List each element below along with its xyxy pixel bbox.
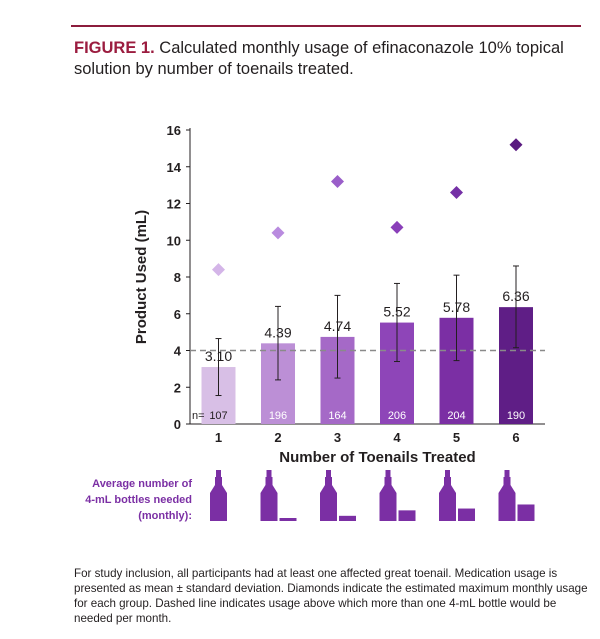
- bar-value-label: 5.78: [443, 299, 470, 315]
- x-tick-label: 4: [393, 430, 401, 445]
- n-count-label: 107: [209, 410, 227, 422]
- n-prefix-label: n=: [192, 410, 205, 422]
- y-tick-label: 0: [174, 417, 181, 432]
- bottle-icon: [498, 470, 516, 521]
- bottle-icon: [210, 470, 227, 521]
- max-usage-diamond: [331, 174, 344, 188]
- partial-bottle-icon: [339, 515, 356, 521]
- x-tick-label: 6: [512, 430, 519, 445]
- n-count-label: 164: [328, 410, 346, 422]
- y-tick-label: 2: [174, 380, 181, 395]
- figure-caption-text: Calculated monthly usage of efinaconazol…: [74, 39, 564, 78]
- bottles-label-line: (monthly):: [138, 510, 192, 522]
- bottle-icon: [260, 470, 278, 521]
- bar-value-label: 3.10: [205, 348, 232, 364]
- y-tick-label: 14: [167, 160, 182, 175]
- x-tick-label: 2: [274, 430, 281, 445]
- partial-bottle-icon: [398, 510, 416, 521]
- max-usage-diamond: [271, 226, 285, 240]
- y-tick-label: 16: [167, 123, 181, 138]
- x-axis-title: Number of Toenails Treated: [279, 449, 475, 466]
- bar-chart: 0 2 4 6 8 10 12 14 16 Product Used (mL) 3.10 107 1 4.…: [85, 123, 545, 522]
- y-tick-label: 4: [174, 344, 182, 359]
- partial-bottle-icon: [458, 508, 475, 521]
- bottle-icon: [439, 470, 456, 521]
- partial-bottle-icon: [517, 504, 535, 521]
- top-rule: [71, 25, 581, 27]
- bar-value-label: 4.39: [264, 324, 291, 340]
- y-tick-label: 12: [167, 197, 181, 212]
- n-count-label: 196: [269, 410, 287, 422]
- bottles-label-line: Average number of: [92, 478, 192, 490]
- bar-value-label: 4.74: [324, 318, 351, 334]
- n-count-label: 206: [388, 410, 406, 422]
- bottle-icon: [379, 470, 397, 521]
- x-tick-label: 1: [215, 430, 222, 445]
- bottle-icon: [320, 470, 337, 521]
- figure-label: FIGURE 1.: [74, 39, 155, 57]
- y-tick-label: 6: [174, 307, 181, 322]
- max-usage-diamond: [390, 220, 404, 234]
- max-usage-diamond: [450, 185, 463, 199]
- bar-value-label: 5.52: [383, 304, 410, 320]
- x-tick-label: 3: [334, 430, 341, 445]
- bar-value-label: 6.36: [502, 288, 529, 304]
- y-tick-label: 10: [167, 233, 181, 248]
- y-tick-label: 8: [174, 270, 181, 285]
- max-usage-diamond: [212, 263, 225, 277]
- y-axis-title: Product Used (mL): [133, 210, 150, 344]
- max-usage-diamond: [509, 138, 523, 152]
- partial-bottle-icon: [279, 518, 297, 521]
- n-count-label: 204: [447, 410, 465, 422]
- figure-footnote: For study inclusion, all participants ha…: [74, 567, 588, 625]
- x-tick-label: 5: [453, 430, 460, 445]
- bottles-label-line: 4-mL bottles needed: [85, 494, 192, 506]
- figure-caption: FIGURE 1. Calculated monthly usage of ef…: [74, 38, 584, 80]
- n-count-label: 190: [507, 410, 525, 422]
